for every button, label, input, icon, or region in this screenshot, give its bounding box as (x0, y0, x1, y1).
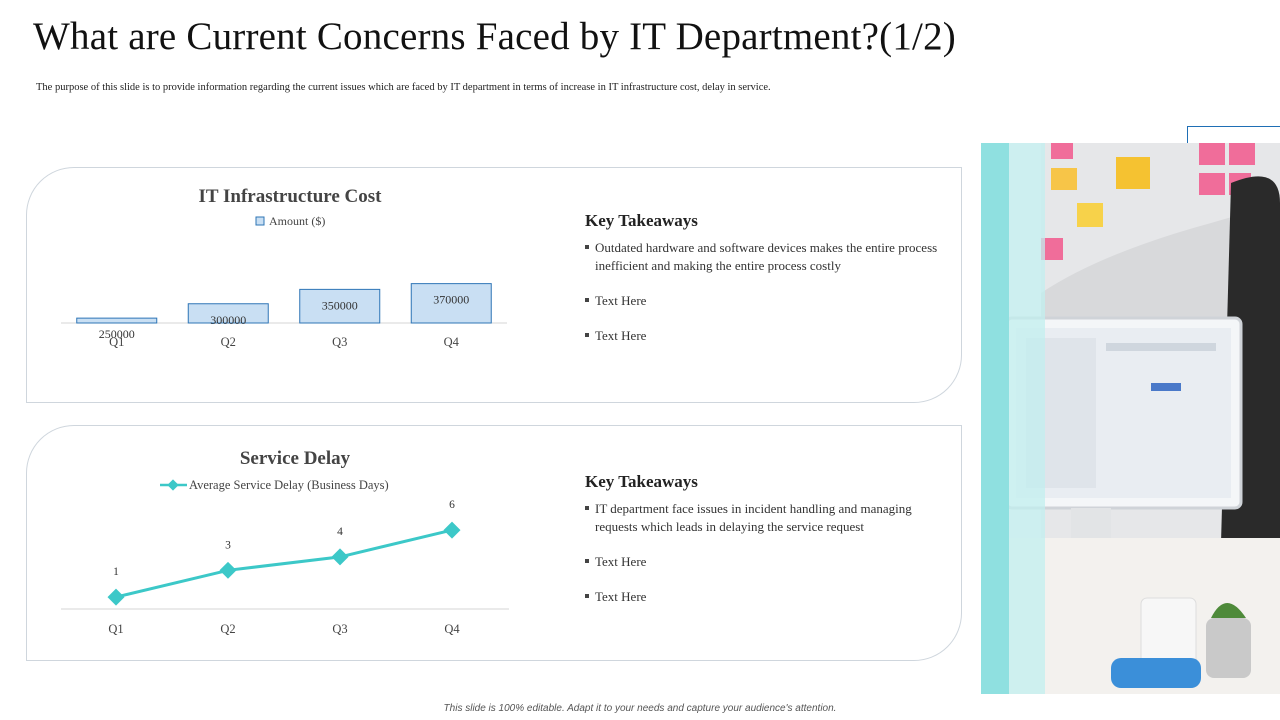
x-tick-label: Q3 (332, 335, 347, 349)
office-photo (981, 143, 1280, 694)
bar (187, 303, 269, 324)
cost-takeaway-item: Text Here (585, 327, 955, 345)
cost-takeaways-heading: Key Takeaways (585, 211, 698, 230)
data-point (219, 561, 237, 579)
bar (76, 317, 158, 324)
delay-takeaway-item: IT department face issues in incident ha… (585, 500, 955, 536)
x-tick-label: Q3 (332, 622, 347, 636)
chart-title: IT Infrastructure Cost (199, 186, 383, 207)
cost-takeaways-list: Outdated hardware and software devices m… (585, 239, 955, 345)
x-tick-label: Q2 (220, 622, 235, 636)
x-tick-label: Q1 (108, 622, 123, 636)
cost-takeaway-item: Text Here (585, 292, 955, 310)
legend-label: Average Service Delay (Business Days) (189, 478, 389, 492)
page-subtitle: The purpose of this slide is to provide … (36, 82, 771, 93)
delay-takeaways: Key Takeaways IT department face issues … (585, 472, 955, 623)
x-tick-label: Q2 (221, 335, 236, 349)
data-point (107, 588, 125, 606)
footer-note: This slide is 100% editable. Adapt it to… (443, 703, 837, 714)
bar-value-label: 370000 (433, 293, 469, 307)
bar-value-label: 250000 (99, 327, 135, 341)
legend-swatch (255, 216, 265, 226)
delay-line-chart: Service Delay Average Service Delay (Busi… (61, 448, 509, 636)
delay-takeaway-item: Text Here (585, 553, 955, 571)
delay-takeaways-heading: Key Takeaways (585, 472, 698, 491)
point-value-label: 4 (337, 526, 343, 538)
office-photo-illustration (981, 143, 1280, 694)
bar-value-label: 300000 (210, 313, 246, 327)
bar (299, 288, 381, 324)
cost-takeaways: Key Takeaways Outdated hardware and soft… (585, 211, 955, 362)
delay-panel: Service Delay Average Service Delay (Busi… (26, 425, 962, 661)
series-line (115, 528, 453, 599)
point-value-label: 6 (449, 499, 455, 511)
chart-title: Service Delay (240, 448, 351, 469)
data-point (331, 548, 349, 566)
delay-takeaway-item: Text Here (585, 588, 955, 606)
point-value-label: 3 (225, 539, 231, 551)
legend-marker (167, 479, 179, 491)
point-value-label: 1 (113, 566, 119, 578)
cost-takeaway-item: Outdated hardware and software devices m… (585, 239, 955, 275)
cost-bar-chart: IT Infrastructure Cost Amount ($) 250000Q1… (61, 186, 507, 349)
data-point (443, 521, 461, 539)
cost-panel: IT Infrastructure Cost Amount ($) 250000 Q1… (26, 167, 962, 403)
x-tick-label: Q4 (444, 622, 460, 636)
bar (410, 283, 492, 324)
x-tick-label: Q1 (109, 335, 124, 349)
decorative-frame (1187, 126, 1280, 144)
delay-takeaways-list: IT department face issues in incident ha… (585, 500, 955, 606)
x-tick-label: Q4 (444, 335, 460, 349)
legend-label: Amount ($) (269, 214, 325, 228)
bar-value-label: 350000 (322, 298, 358, 312)
page-title: What are Current Concerns Faced by IT De… (33, 15, 956, 58)
